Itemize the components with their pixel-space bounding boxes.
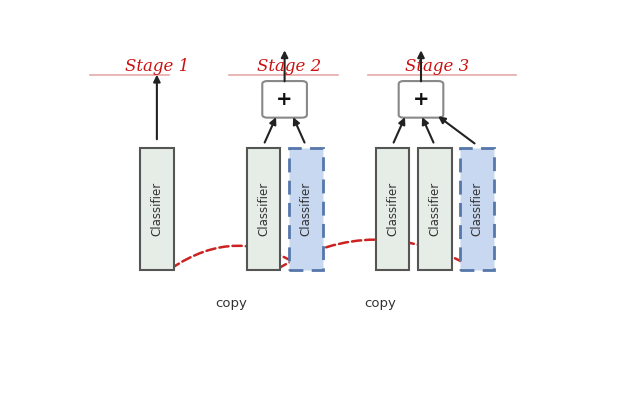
FancyBboxPatch shape (246, 148, 280, 270)
FancyBboxPatch shape (399, 81, 444, 118)
FancyBboxPatch shape (140, 148, 173, 270)
FancyBboxPatch shape (460, 148, 493, 270)
Text: Classifier: Classifier (257, 182, 270, 236)
Text: Stage 2: Stage 2 (257, 58, 322, 75)
Text: Stage 1: Stage 1 (125, 58, 189, 75)
FancyBboxPatch shape (262, 81, 307, 118)
Text: +: + (413, 90, 429, 109)
Text: Classifier: Classifier (470, 182, 483, 236)
Text: Classifier: Classifier (428, 182, 441, 236)
Text: copy: copy (364, 297, 396, 310)
Text: Stage 3: Stage 3 (405, 58, 469, 75)
Text: Classifier: Classifier (386, 182, 399, 236)
Text: Classifier: Classifier (150, 182, 163, 236)
FancyBboxPatch shape (289, 148, 323, 270)
Text: copy: copy (215, 297, 247, 310)
Text: +: + (276, 90, 293, 109)
FancyBboxPatch shape (376, 148, 410, 270)
Text: Classifier: Classifier (299, 182, 312, 236)
FancyBboxPatch shape (418, 148, 451, 270)
